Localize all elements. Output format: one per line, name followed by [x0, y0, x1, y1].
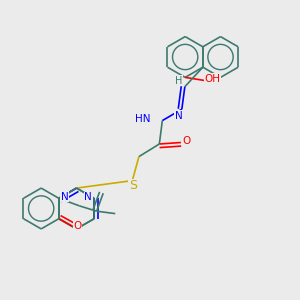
Text: O: O	[182, 136, 190, 146]
Text: N: N	[61, 192, 69, 202]
Text: N: N	[84, 192, 92, 203]
Text: HN: HN	[135, 114, 150, 124]
Text: O: O	[74, 220, 82, 231]
Text: N: N	[175, 111, 183, 121]
Text: OH: OH	[204, 74, 220, 84]
Text: H: H	[175, 76, 182, 86]
Text: S: S	[129, 179, 137, 193]
